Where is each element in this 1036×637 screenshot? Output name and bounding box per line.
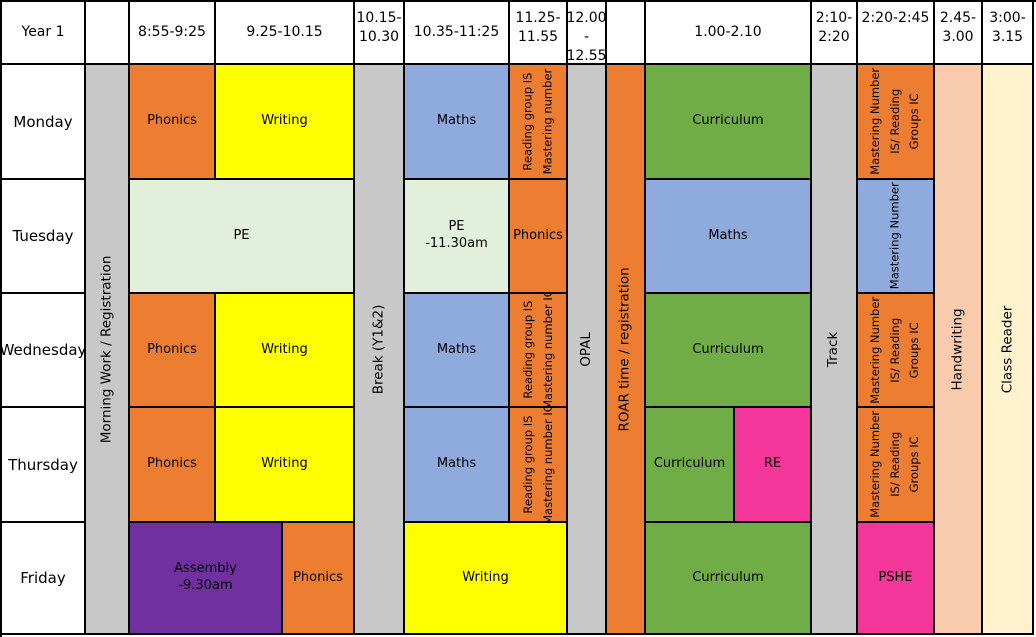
tuesday-pe-late-cell: PE -11.30am [405,180,510,294]
thursday-mastering-number-cell: Mastering Number IS/ Reading Groups IC [858,408,935,523]
monday-curriculum-cell: Curriculum [646,65,812,180]
friday-writing-cell: Writing [405,523,568,635]
header-blank-morning-work [86,2,130,65]
monday-maths-cell: Maths [405,65,510,180]
tuesday-mastering-number-cell: Mastering Number [858,180,935,294]
break-column: Break (Y1&2) [355,65,405,635]
handwriting-column: Handwriting [935,65,983,635]
wednesday-mastering-number-cell: Mastering Number IS/ Reading Groups IC [858,294,935,408]
friday-assembly-phonics-cell: Assembly -9.30am Phonics [130,523,355,635]
monday-phonics-cell: Phonics [130,65,216,180]
friday-pshe-cell: PSHE [858,523,935,635]
time-header-210-220: 2:10- 2:20 [812,2,858,65]
year-header-cell: Year 1 [2,2,86,65]
thursday-maths-cell: Maths [405,408,510,523]
thursday-writing-cell: Writing [216,408,355,523]
day-label-thursday: Thursday [2,408,86,523]
wednesday-reading-group-cell: Reading group IS Mastering number IC [510,294,568,408]
header-blank-roar [607,2,646,65]
time-header-245-300: 2.45- 3.00 [935,2,983,65]
day-label-wednesday: Wednesday [2,294,86,408]
time-header-100-210: 1.00-2.10 [646,2,812,65]
time-header-855-925: 8:55-9:25 [130,2,216,65]
monday-writing-cell: Writing [216,65,355,180]
wednesday-maths-cell: Maths [405,294,510,408]
class-reader-column: Class Reader [983,65,1034,635]
tuesday-phonics-cell: Phonics [510,180,568,294]
roar-time-registration-column: ROAR time / registration [607,65,646,635]
opal-column: OPAL [568,65,607,635]
day-label-friday: Friday [2,523,86,635]
friday-curriculum-cell: Curriculum [646,523,812,635]
friday-phonics-cell: Phonics [283,523,353,633]
time-header-220-245: 2:20-2:45 [858,2,935,65]
day-label-monday: Monday [2,65,86,180]
thursday-phonics-cell: Phonics [130,408,216,523]
morning-work-registration-column: Morning Work / Registration [86,65,130,635]
wednesday-phonics-cell: Phonics [130,294,216,408]
tuesday-pe-cell: PE [130,180,355,294]
time-header-1035-1125: 10.35-11:25 [405,2,510,65]
time-header-1015-1030: 10.15- 10.30 [355,2,405,65]
time-header-300-315: 3:00- 3.15 [983,2,1034,65]
wednesday-writing-cell: Writing [216,294,355,408]
monday-mastering-number-cell: Mastering Number IS/ Reading Groups IC [858,65,935,180]
thursday-curriculum-re-cell: Curriculum RE [646,408,812,523]
track-column: Track [812,65,858,635]
thursday-reading-group-cell: Reading group IS Mastering number IC [510,408,568,523]
tuesday-maths-cell: Maths [646,180,812,294]
friday-assembly-cell: Assembly -9.30am [130,523,283,633]
time-header-1125-1155: 11.25- 11.55 [510,2,568,65]
thursday-curriculum-cell: Curriculum [646,408,735,521]
wednesday-curriculum-cell: Curriculum [646,294,812,408]
time-header-1200-1255: 12.00 - 12.55 [568,2,607,65]
year-label: Year 1 [21,24,65,41]
monday-reading-group-cell: Reading group IS Mastering number [510,65,568,180]
time-header-925-1015: 9.25-10.15 [216,2,355,65]
day-label-tuesday: Tuesday [2,180,86,294]
thursday-re-cell: RE [735,408,810,521]
